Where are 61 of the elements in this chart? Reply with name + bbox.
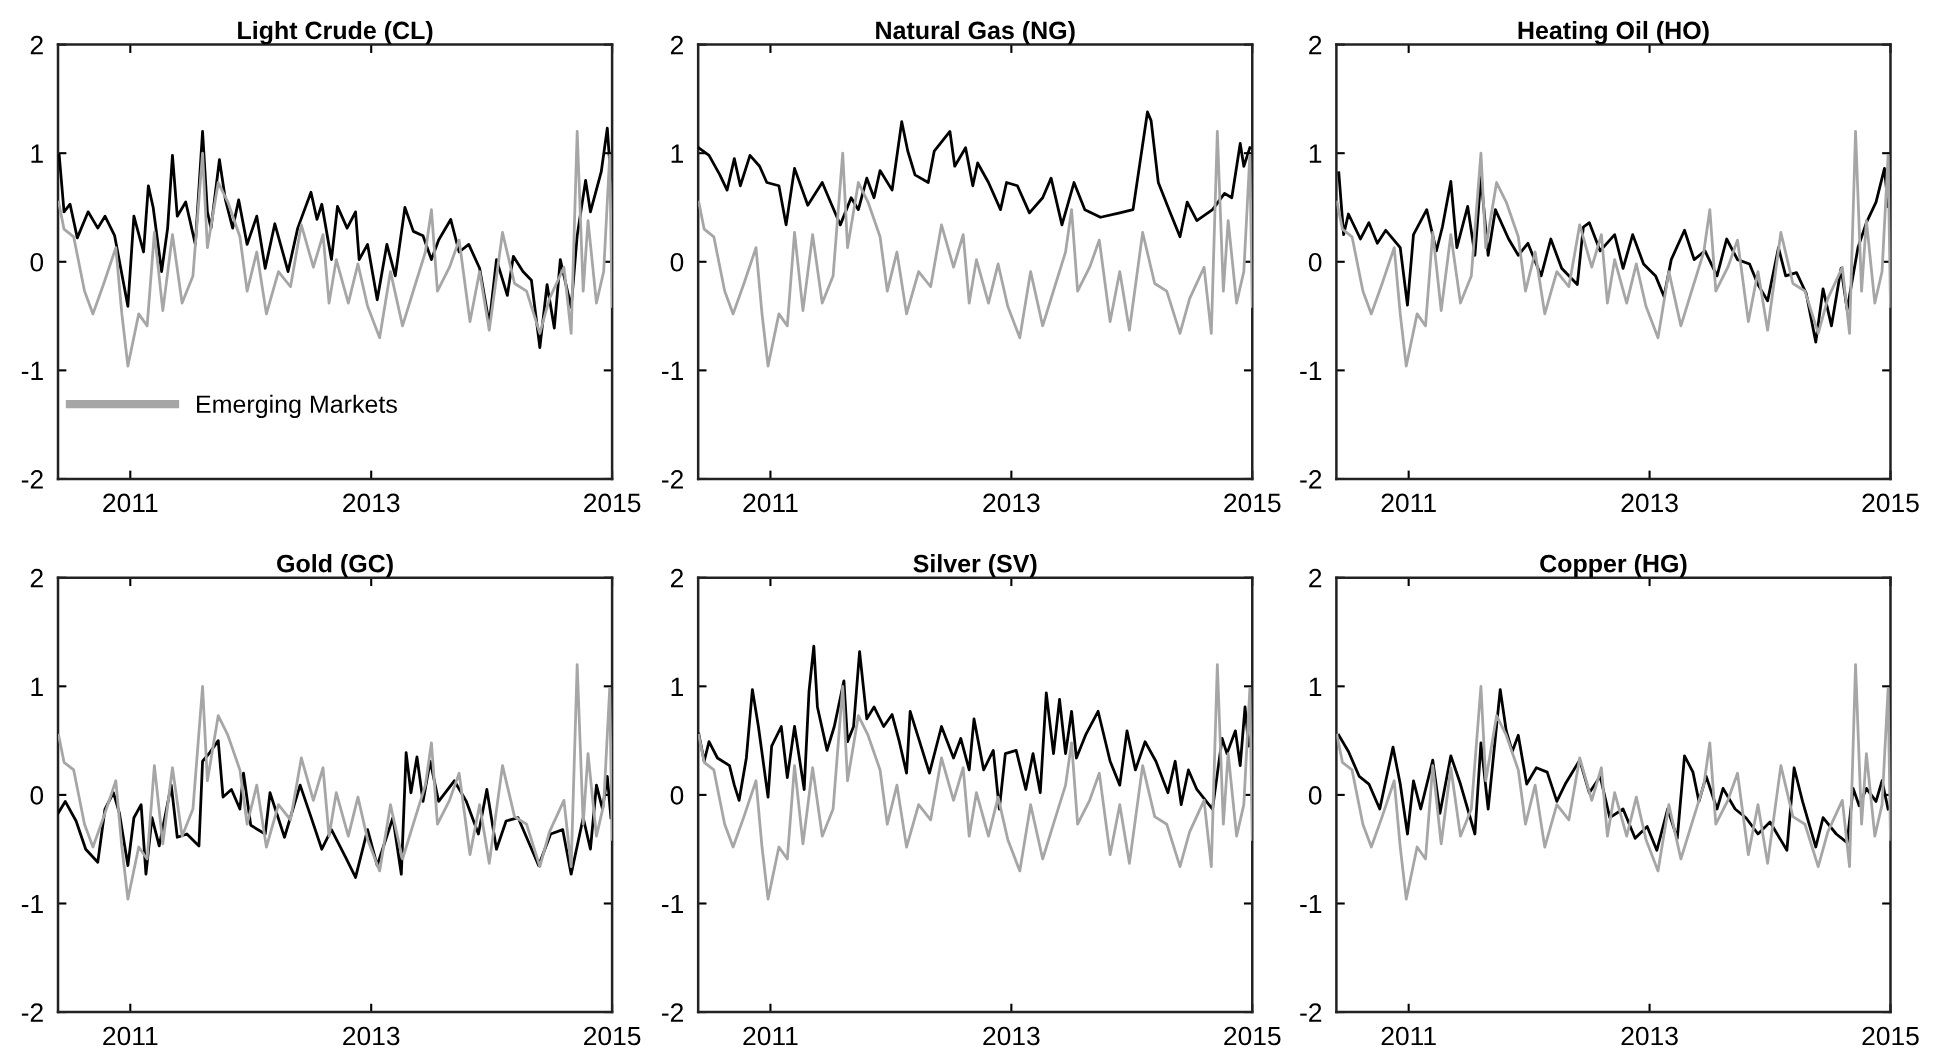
- x-tick-label: 2011: [743, 1026, 798, 1046]
- line-series: [1336, 663, 1891, 901]
- x-tick-label: 2011: [103, 1026, 158, 1046]
- y-tick-label: 0: [670, 786, 684, 805]
- y-tick-label: 2: [1309, 35, 1322, 55]
- line-series: [698, 663, 1253, 901]
- x-tick-label: 2015: [584, 493, 641, 513]
- x-tick-label: 2013: [983, 1026, 1040, 1046]
- y-tick-label: -1: [661, 894, 683, 914]
- y-tick-label: 0: [1308, 786, 1322, 805]
- y-tick-label: -2: [21, 1003, 43, 1022]
- x-tick-label: 2011: [1381, 1026, 1436, 1046]
- line-series: [698, 130, 1253, 368]
- y-tick-label: 0: [30, 786, 44, 805]
- x-tick-label: 2015: [584, 1026, 641, 1046]
- y-tick-label: 1: [671, 677, 683, 696]
- y-tick-label: 2: [1309, 568, 1322, 588]
- chart-title: Heating Oil (HO): [1518, 20, 1709, 45]
- x-tick-label: 2011: [1381, 493, 1436, 513]
- chart-title: Natural Gas (NG): [876, 20, 1075, 45]
- y-tick-label: -1: [1300, 361, 1322, 380]
- x-tick-label: 2013: [343, 1026, 400, 1046]
- legend-label: Emerging Markets: [197, 394, 397, 419]
- y-tick-label: 2: [30, 568, 43, 588]
- y-tick-label: -1: [661, 361, 683, 380]
- y-tick-label: 1: [1309, 677, 1322, 696]
- y-tick-label: -2: [21, 470, 43, 489]
- chart-title: Silver (SV): [913, 554, 1037, 578]
- y-tick-label: 1: [31, 677, 43, 696]
- y-tick-label: -2: [1300, 470, 1322, 489]
- x-tick-label: 2013: [343, 493, 400, 513]
- y-tick-label: 2: [670, 35, 683, 55]
- y-tick-label: 2: [670, 568, 683, 588]
- y-tick-label: 1: [1309, 144, 1322, 163]
- x-tick-label: 2015: [1862, 1026, 1919, 1046]
- line-series: [58, 663, 613, 901]
- x-tick-label: 2015: [1224, 1026, 1281, 1046]
- x-tick-label: 2011: [103, 493, 158, 513]
- chart-title: Light Crude (CL): [238, 20, 433, 45]
- x-tick-label: 2013: [1621, 493, 1678, 513]
- chart-title: Gold (GC): [277, 554, 393, 578]
- line-series: [1336, 130, 1891, 368]
- y-tick-label: -2: [1300, 1003, 1322, 1022]
- x-tick-label: 2013: [983, 493, 1040, 513]
- y-tick-label: 0: [670, 252, 684, 272]
- y-tick-label: -2: [661, 470, 683, 489]
- y-tick-label: 0: [30, 252, 44, 272]
- y-tick-label: -1: [21, 361, 43, 380]
- y-tick-label: 1: [31, 144, 43, 163]
- y-tick-label: -1: [1300, 894, 1322, 914]
- y-tick-label: 1: [671, 144, 683, 163]
- y-tick-label: -1: [21, 894, 43, 914]
- y-tick-label: 0: [1308, 252, 1322, 272]
- x-tick-label: 2013: [1621, 1026, 1678, 1046]
- y-tick-label: -2: [661, 1003, 683, 1022]
- line-series: [698, 110, 1252, 239]
- x-tick-label: 2015: [1862, 493, 1919, 513]
- x-tick-label: 2015: [1224, 493, 1281, 513]
- x-tick-label: 2011: [743, 493, 798, 513]
- y-tick-label: 2: [30, 35, 43, 55]
- chart-title: Copper (HG): [1540, 554, 1687, 578]
